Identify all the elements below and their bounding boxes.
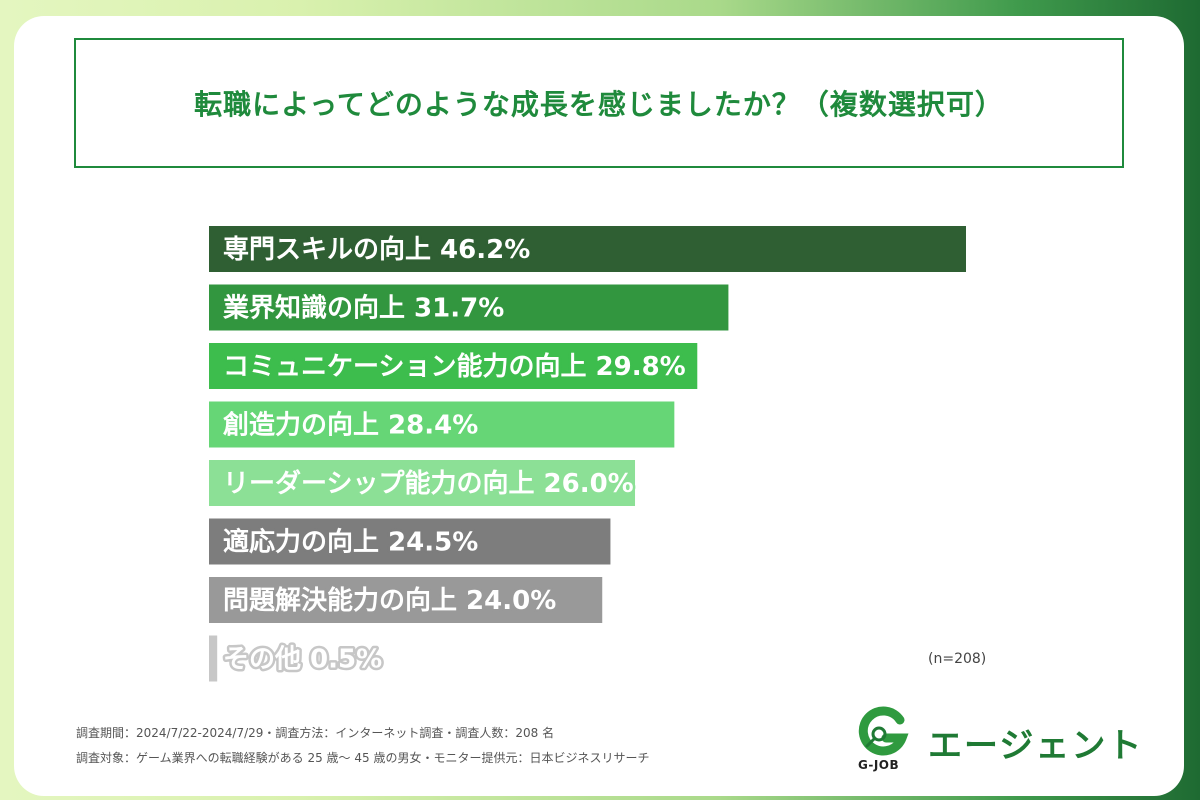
bar-7 [209, 577, 603, 623]
bar-3 [209, 343, 698, 389]
bar-2 [209, 284, 729, 331]
footer-survey-info: 調査期間：2024/7/22-2024/7/29・調査方法：インターネット調査・… [76, 726, 555, 740]
bar-label-2: 業界知識の向上 31.7% [223, 293, 504, 324]
bar-4 [209, 401, 675, 448]
bar-6 [209, 518, 611, 565]
logo-sub: G-JOB [858, 758, 900, 772]
bar-label-5: リーダーシップ能力の向上 26.0% [223, 468, 634, 499]
logo-word: エージェント [928, 726, 1144, 766]
bar-label-1: 専門スキルの向上 46.2% [223, 234, 530, 265]
bar-5 [209, 460, 636, 506]
bar-8 [209, 635, 218, 682]
bar-label-6: 適応力の向上 24.5% [223, 527, 478, 558]
sample-size: (n=208) [928, 651, 987, 667]
chart-title: 転職によってどのような成長を感じましたか？（複数選択可） [194, 88, 1004, 121]
footer-survey-target: 調査対象：ゲーム業界への転職経験がある 25 歳〜 45 歳の男女・モニター提供… [76, 751, 650, 765]
title-box: 転職によってどのような成長を感じましたか？（複数選択可） [74, 38, 1124, 168]
bar-label-3: コミュニケーション能力の向上 29.8% [223, 351, 686, 382]
bar-1 [209, 226, 966, 272]
logo: G-JOB エージェント [856, 704, 1146, 779]
g-logo-icon [858, 706, 909, 756]
bar-label-4: 創造力の向上 28.4% [223, 410, 478, 441]
bar-label-8: その他 0.5% [223, 645, 382, 675]
bar-label-7: 問題解決能力の向上 24.0% [223, 585, 556, 616]
